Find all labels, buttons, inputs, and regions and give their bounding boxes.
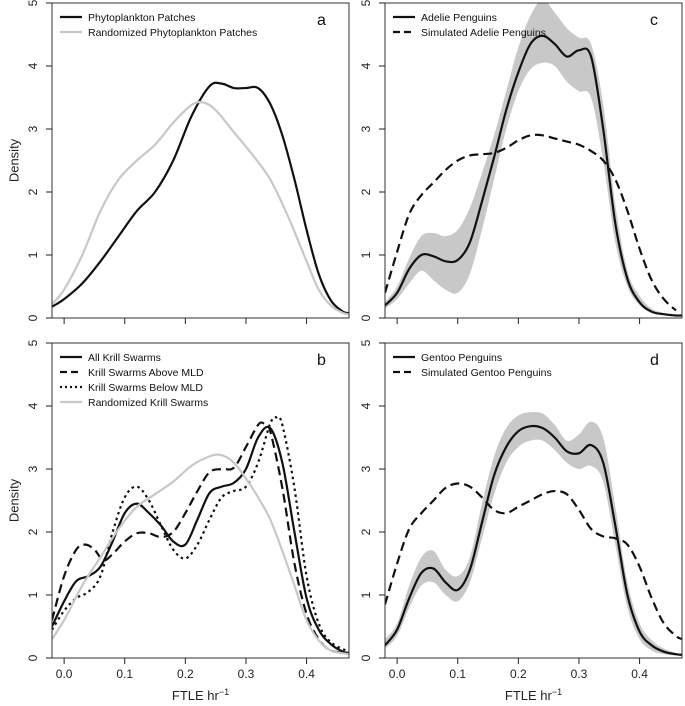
legend-label-3: Randomized Krill Swarms xyxy=(88,397,208,409)
series-line-2 xyxy=(52,415,349,653)
confidence-band xyxy=(385,3,682,317)
y-tick-label: 4 xyxy=(359,62,373,69)
panel-b: 0 1 2 3 4 5 0.0 0.1 0.2 0.3 0.4 Density FTLE hr−1 b Al… xyxy=(6,339,350,703)
y-tick-label: 3 xyxy=(26,125,40,132)
y-tick-label: 5 xyxy=(26,0,40,6)
y-axis-title: Density xyxy=(6,478,21,522)
y-tick-label: 0 xyxy=(26,654,40,661)
legend-label-0: Adelie Penguins xyxy=(421,12,497,24)
y-tick-label: 2 xyxy=(26,188,40,195)
legend-label-1: Simulated Gentoo Penguins xyxy=(421,367,552,379)
panel-label: d xyxy=(650,352,659,369)
y-tick-label: 0 xyxy=(359,654,373,661)
x-tick-label: 0.4 xyxy=(298,667,315,681)
legend-label-0: Gentoo Penguins xyxy=(421,352,502,364)
series-line-0 xyxy=(52,425,349,655)
x-axis-title-main: FTLE hr xyxy=(172,688,220,703)
series-line-1 xyxy=(385,133,677,312)
panel-c: 0 1 2 3 4 5 c Adelie Penguins Simulated Adelie P… xyxy=(359,0,683,324)
x-axis-title: FTLE hr−1 xyxy=(172,687,229,703)
y-tick-label: 1 xyxy=(359,251,373,258)
y-tick-label: 0 xyxy=(26,314,40,321)
legend-label-1: Simulated Adelie Penguins xyxy=(421,27,546,39)
legend-label-0: All Krill Swarms xyxy=(88,352,161,364)
confidence-band xyxy=(385,411,682,657)
x-tick-label: 0.2 xyxy=(510,667,527,681)
x-tick-label: 0.1 xyxy=(449,667,466,681)
panel-d: 0 1 2 3 4 5 0.0 0.1 0.2 0.3 0.4 FTLE hr−1 d Gentoo Pe… xyxy=(359,339,683,703)
x-tick-label: 0.4 xyxy=(631,667,648,681)
plot-frame xyxy=(51,342,350,659)
legend-label-1: Randomized Phytoplankton Patches xyxy=(88,27,257,39)
y-tick-label: 2 xyxy=(26,528,40,535)
x-tick-label: 0.2 xyxy=(177,667,194,681)
series-line-0 xyxy=(385,34,682,317)
panel-label: c xyxy=(650,12,658,29)
x-axis-title-superscript: −1 xyxy=(552,687,562,697)
panel-label: b xyxy=(317,352,326,369)
legend-label-2: Krill Swarms Below MLD xyxy=(88,382,203,394)
y-tick-label: 3 xyxy=(26,465,40,472)
panel-a: 0 1 2 3 4 5 Density a Phytoplankton Patches Rando… xyxy=(6,0,350,324)
x-axis-title: FTLE hr−1 xyxy=(505,687,562,703)
y-tick-label: 5 xyxy=(359,339,373,346)
y-tick-label: 5 xyxy=(26,339,40,346)
y-tick-label: 2 xyxy=(359,188,373,195)
series-line-3 xyxy=(52,453,349,656)
plot-frame xyxy=(384,2,683,319)
series-line-1 xyxy=(52,100,349,316)
x-tick-label: 0.0 xyxy=(389,667,406,681)
y-tick-label: 4 xyxy=(359,402,373,409)
panel-label: a xyxy=(317,12,326,29)
x-axis-title-superscript: −1 xyxy=(219,687,229,697)
y-tick-label: 4 xyxy=(26,402,40,409)
series-line-1 xyxy=(52,421,349,655)
y-tick-label: 2 xyxy=(359,528,373,535)
x-tick-label: 0.3 xyxy=(571,667,588,681)
series-line-0 xyxy=(52,81,349,315)
series-line-1 xyxy=(385,482,682,641)
y-tick-label: 3 xyxy=(359,465,373,472)
x-tick-label: 0.1 xyxy=(116,667,133,681)
y-tick-label: 1 xyxy=(359,591,373,598)
y-tick-label: 4 xyxy=(26,62,40,69)
series-line-0 xyxy=(385,424,682,656)
legend-label-0: Phytoplankton Patches xyxy=(88,12,195,24)
y-tick-label: 3 xyxy=(359,125,373,132)
plot-frame xyxy=(384,342,683,659)
x-tick-label: 0.3 xyxy=(238,667,255,681)
y-tick-label: 1 xyxy=(26,591,40,598)
y-tick-label: 0 xyxy=(359,314,373,321)
y-tick-label: 5 xyxy=(359,0,373,6)
y-axis-title: Density xyxy=(6,138,21,182)
x-axis-title-main: FTLE hr xyxy=(505,688,553,703)
x-tick-label: 0.0 xyxy=(56,667,73,681)
y-tick-label: 1 xyxy=(26,251,40,258)
legend-label-1: Krill Swarms Above MLD xyxy=(88,367,204,379)
plot-frame xyxy=(51,2,350,319)
